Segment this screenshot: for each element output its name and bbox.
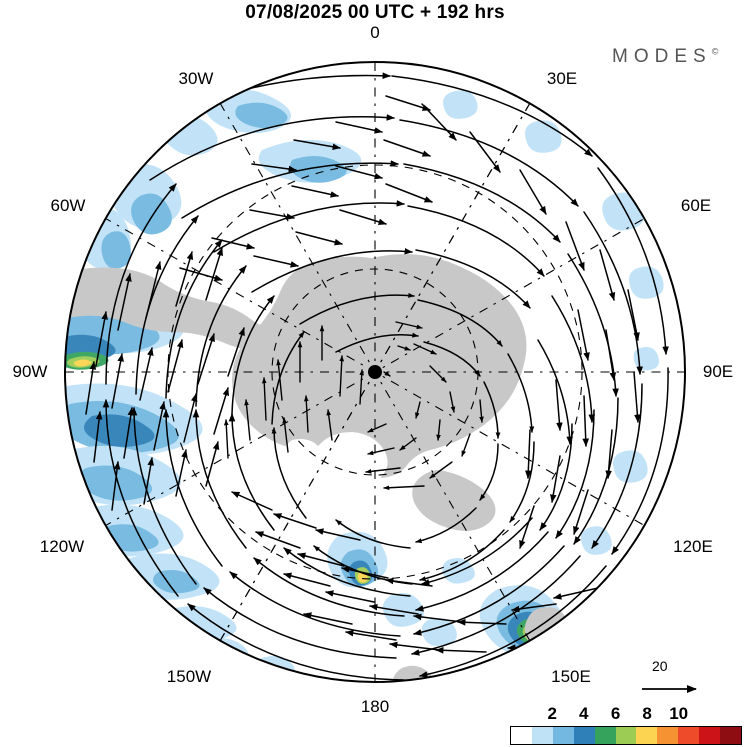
map-outline-circle [64, 61, 686, 683]
colorbar-segment-0 [511, 727, 532, 744]
colorbar-segment-7 [657, 727, 679, 744]
lon-label-60w: 60W [50, 196, 86, 215]
copyright-icon: © [711, 46, 719, 57]
colorbar-segment-10 [720, 727, 741, 744]
vector-scale-arrow [642, 684, 698, 694]
modes-logo-text: MODES [612, 46, 712, 67]
colorbar-segment-9 [699, 727, 721, 744]
colorbar-tick-10: 10 [669, 704, 689, 723]
colorbar[interactable] [510, 726, 742, 745]
colorbar-segment-1 [531, 727, 553, 744]
colorbar-segment-5 [615, 727, 637, 744]
vector-scale-legend: 20 [640, 658, 720, 704]
lon-label-90e: 90E [702, 362, 734, 381]
lon-label-30e: 30E [546, 69, 578, 88]
modes-logo: MODES© [612, 46, 718, 68]
colorbar-segment-4 [594, 727, 616, 744]
colorbar-tick-8: 8 [642, 704, 652, 723]
colorbar-tick-4: 4 [579, 704, 589, 723]
map-content [65, 62, 685, 682]
lon-label-150w: 150W [166, 667, 212, 686]
lon-label-60e: 60E [680, 196, 712, 215]
page-title: 07/08/2025 00 UTC + 192 hrs [245, 2, 505, 23]
colorbar-segment-3 [573, 727, 595, 744]
lon-label-0: 0 [370, 23, 380, 42]
colorbar-segment-2 [552, 727, 574, 744]
colorbar-segment-6 [636, 727, 658, 744]
colorbar-tick-2: 2 [547, 704, 557, 723]
colorbar-segment-8 [678, 727, 700, 744]
lon-label-180: 180 [360, 697, 390, 716]
lon-label-120w: 120W [39, 537, 85, 556]
colorbar-tick-6: 6 [610, 704, 621, 723]
wind-streamlines [85, 72, 669, 681]
south-pole-marker [368, 365, 382, 379]
lon-label-90w: 90W [12, 362, 48, 381]
lon-label-150e: 150E [551, 667, 591, 686]
vector-scale-value: 20 [652, 658, 668, 674]
colorbar-labels: 2 4 6 8 10 [510, 704, 742, 726]
lon-label-30w: 30W [178, 69, 214, 88]
lon-label-120e: 120E [673, 537, 713, 556]
